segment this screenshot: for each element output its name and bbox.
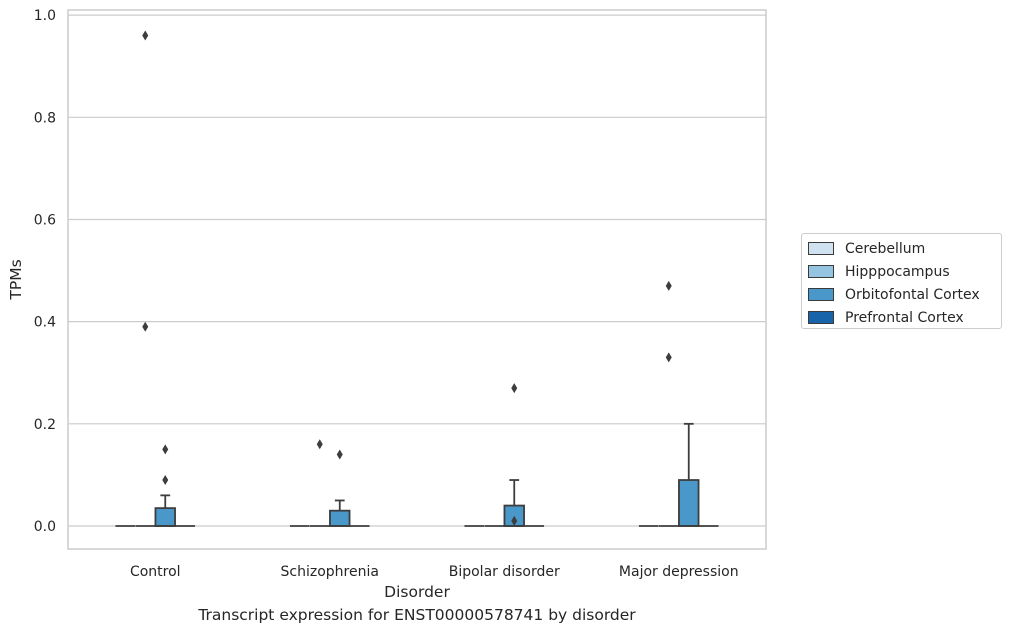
box-group xyxy=(678,422,700,527)
box xyxy=(329,509,351,527)
outlier-point xyxy=(511,383,518,394)
outlier-point xyxy=(665,352,672,363)
y-axis-label: TPMs xyxy=(7,259,25,300)
outlier-point xyxy=(142,30,149,41)
y-tick-label: 0.6 xyxy=(34,212,56,228)
box-group xyxy=(658,280,679,527)
y-tick-label: 0.8 xyxy=(34,110,56,126)
y-tick-label: 1.0 xyxy=(34,8,56,24)
outlier-point xyxy=(162,475,169,486)
outlier-point xyxy=(316,439,323,450)
plot-marks xyxy=(115,30,719,527)
legend-swatch xyxy=(808,288,834,301)
legend-item-prefrontal: Prefrontal Cortex xyxy=(808,306,1001,329)
legend-label: Hipppocampus xyxy=(845,263,950,280)
legend-item-cerebellum: Cerebellum xyxy=(808,237,1001,260)
box xyxy=(154,507,176,527)
outlier-point xyxy=(336,449,343,460)
legend-swatch xyxy=(808,242,834,255)
box-group xyxy=(154,444,176,527)
box-group xyxy=(329,449,351,527)
outlier-point xyxy=(665,280,672,291)
legend-swatch xyxy=(808,265,834,278)
y-tick-labels: 0.0 0.2 0.4 0.6 0.8 1.0 xyxy=(34,8,56,535)
box xyxy=(678,479,700,527)
outlier-point xyxy=(511,515,518,526)
legend-item-hippocampus: Hipppocampus xyxy=(808,260,1001,283)
legend: Cerebellum Hipppocampus Orbitofontal Cor… xyxy=(801,233,1002,329)
box-group xyxy=(135,30,156,527)
outlier-point xyxy=(142,321,149,332)
box-group xyxy=(503,383,525,527)
legend-item-orbitofrontal: Orbitofontal Cortex xyxy=(808,283,1001,306)
y-tick-label: 0.0 xyxy=(34,519,56,535)
chart-caption: Transcript expression for ENST0000057874… xyxy=(198,606,636,624)
legend-label: Prefrontal Cortex xyxy=(845,309,964,326)
x-tick-label: Schizophrenia xyxy=(281,564,379,580)
legend-label: Orbitofontal Cortex xyxy=(845,286,980,303)
box-group xyxy=(309,439,330,527)
x-tick-labels: Control Schizophrenia Bipolar disorder Majo… xyxy=(130,564,739,580)
legend-label: Cerebellum xyxy=(845,240,926,257)
outlier-point xyxy=(162,444,169,455)
y-gridlines xyxy=(68,14,766,527)
x-tick-label: Control xyxy=(130,564,181,580)
y-tick-label: 0.4 xyxy=(34,315,56,331)
x-tick-label: Bipolar disorder xyxy=(449,564,560,580)
plot-frame xyxy=(67,9,767,550)
legend-swatch xyxy=(808,311,834,324)
x-axis-label: Disorder xyxy=(384,583,450,601)
x-tick-label: Major depression xyxy=(619,564,739,580)
y-tick-label: 0.2 xyxy=(34,417,56,433)
